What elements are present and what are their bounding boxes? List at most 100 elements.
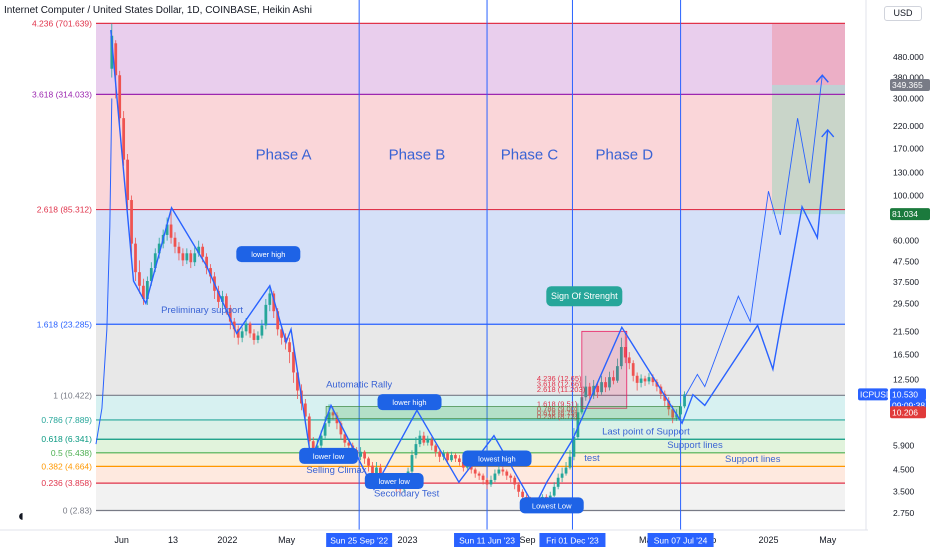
date-marker-label: Sun 07 Jul '24	[654, 536, 708, 546]
candle-body	[193, 253, 197, 263]
y-tick-label: 12.500	[893, 374, 919, 384]
projection-polyline	[684, 75, 823, 398]
fib-label: 0.236 (3.858)	[41, 478, 92, 488]
x-tick-label: Sep	[520, 535, 536, 545]
callout-box	[364, 473, 424, 490]
candle-body	[272, 293, 276, 312]
candle-body	[371, 465, 374, 474]
candle-body	[596, 385, 600, 393]
candle-body	[422, 435, 426, 443]
annotation-text: Secondary Test	[374, 488, 440, 499]
candle-body	[663, 393, 667, 401]
arrow-head-icon	[821, 128, 835, 138]
candle-body	[643, 378, 647, 382]
currency-button[interactable]: USD	[884, 6, 922, 21]
candle-body	[296, 372, 299, 391]
y-tick-label: 16.500	[893, 350, 919, 360]
candle-body	[679, 406, 682, 415]
phase-label: Phase A	[256, 147, 312, 164]
price-label-box	[890, 78, 930, 91]
candle-body	[647, 377, 651, 382]
candle-body	[683, 394, 686, 407]
fib-label: 0.618 (6.341)	[41, 434, 92, 444]
callout-label: Sign Of Strenght	[551, 291, 618, 301]
x-tick-label: May	[819, 535, 837, 545]
small-fib-label: 0.236 (8.73)	[537, 412, 578, 421]
price-history-line	[95, 98, 113, 445]
y-tick-label: 170.000	[893, 144, 924, 154]
y-tick-label: 3.500	[893, 487, 915, 497]
phase-label: Phase D	[596, 147, 654, 164]
candle-body	[240, 331, 244, 338]
price-label-text: ICPUSD	[860, 389, 892, 399]
candle-body	[446, 453, 449, 461]
candle-body	[268, 293, 272, 305]
y-tick-label: 130.000	[893, 167, 924, 177]
y-tick-label: 21.500	[893, 326, 919, 336]
annotation-text: Last point of Support	[602, 426, 690, 437]
date-marker-label: Sun 11 Jun '23	[459, 536, 515, 546]
candle-body	[177, 246, 181, 254]
candle-body	[280, 329, 284, 338]
annotation-text: Selling Climax	[306, 465, 366, 476]
fib-levels: 4.236 (701.639) 3.618 (314.033) 2.618 (85.…	[32, 18, 845, 516]
date-markers	[358, 0, 682, 530]
candle-body	[513, 477, 517, 485]
candle-body	[438, 451, 442, 457]
candle-body	[252, 333, 256, 340]
candle-body	[122, 118, 126, 160]
candle-body	[201, 246, 205, 257]
candle-body	[165, 224, 169, 235]
candle-body	[288, 342, 291, 353]
small-fib-label: 2.618 (11.203)	[537, 385, 586, 394]
fib-label: 0.382 (4.664)	[41, 461, 92, 471]
candle-body	[181, 253, 185, 261]
candle-body	[142, 285, 145, 299]
y-tick-label: 480.000	[893, 52, 924, 62]
candle-body	[315, 445, 319, 451]
callout-label: lowest high	[478, 454, 516, 463]
y-tick-label: 29.500	[893, 298, 919, 308]
price-label-text: 349.365	[892, 80, 923, 90]
candle-body	[481, 475, 485, 480]
chart-title: Internet Computer / United States Dollar…	[4, 5, 312, 16]
callout-label: Lowest Low	[532, 501, 572, 510]
fib-zone	[96, 324, 845, 396]
candle-body	[217, 290, 220, 302]
candle-body	[205, 256, 208, 269]
candle-body	[347, 442, 351, 446]
callout-box	[377, 394, 442, 411]
candle-body	[635, 375, 639, 383]
candle-body	[493, 473, 497, 480]
price-label-box	[890, 208, 930, 221]
candle-body	[276, 311, 280, 330]
candle-body	[458, 458, 461, 463]
candle-body	[623, 347, 627, 358]
candle-body	[130, 200, 133, 244]
candle-body	[616, 366, 619, 381]
fib-zone	[96, 419, 845, 440]
candle-body	[612, 377, 615, 381]
candle-body	[418, 435, 422, 445]
candle-body	[134, 243, 137, 273]
callout-box	[236, 246, 301, 263]
fib-zone	[96, 483, 845, 511]
callout-label: lower high	[392, 398, 426, 407]
candle-body	[473, 469, 477, 474]
candle-body	[197, 246, 201, 254]
candle-body	[477, 473, 481, 476]
x-tick-label: 13	[168, 535, 178, 545]
candle-body	[485, 479, 489, 485]
candle-body	[209, 268, 212, 277]
sign-of-strength-box	[581, 330, 628, 409]
phase-label: Phase C	[501, 147, 559, 164]
candle-body	[185, 253, 189, 261]
candle-body	[608, 377, 611, 388]
candle-body	[461, 462, 465, 468]
y-tick-label: 380.000	[893, 73, 924, 83]
small-fib-label: 0.786 (9.00)	[537, 404, 578, 413]
candle-body	[236, 329, 240, 338]
date-marker-box	[647, 533, 714, 547]
tradingview-logo-icon: ◖	[16, 508, 26, 525]
